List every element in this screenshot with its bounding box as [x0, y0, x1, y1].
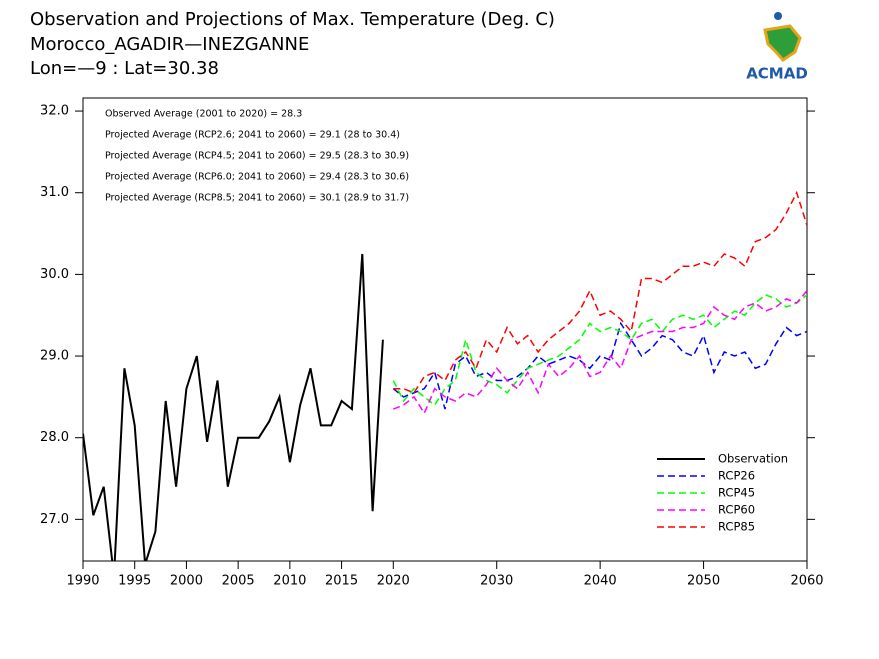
x-tick-label: 2020 — [377, 574, 410, 589]
x-tick-label: 2015 — [325, 574, 358, 589]
annotation: Projected Average (RCP4.5; 2041 to 2060)… — [105, 151, 409, 162]
y-tick-label: 30.0 — [40, 267, 69, 282]
plot-area — [83, 190, 807, 561]
chart-subtitle: Morocco_AGADIR—INEZGANNE — [30, 34, 309, 55]
x-tick-label: 1995 — [118, 574, 151, 589]
x-tick-label: 1990 — [66, 574, 99, 589]
x-tick-label: 2000 — [170, 574, 203, 589]
annotation: Projected Average (RCP8.5; 2041 to 2060)… — [105, 193, 409, 204]
y-tick-label: 27.0 — [40, 512, 69, 527]
logo-text: ACMAD — [746, 65, 808, 83]
series-line — [392, 293, 807, 407]
x-tick-label: 2040 — [584, 574, 617, 589]
legend-label: Observation — [718, 452, 788, 466]
x-tick-label: 2010 — [273, 574, 306, 589]
series-line — [392, 321, 807, 410]
annotation: Projected Average (RCP6.0; 2041 to 2060)… — [105, 172, 409, 183]
legend-label: RCP85 — [718, 520, 755, 534]
logo: ACMAD — [746, 12, 808, 83]
legend-label: RCP26 — [718, 469, 755, 483]
series-line — [393, 290, 807, 415]
x-tick-label: 2030 — [480, 574, 513, 589]
y-tick-label: 31.0 — [40, 185, 69, 200]
chart-subtitle: Lon=—9 : Lat=30.38 — [30, 58, 219, 79]
x-tick-label: 2005 — [222, 574, 255, 589]
annotation: Observed Average (2001 to 2020) = 28.3 — [105, 109, 302, 120]
series-line — [83, 253, 384, 561]
chart-title: Observation and Projections of Max. Temp… — [30, 9, 555, 30]
y-tick-label: 28.0 — [40, 430, 69, 445]
series-line — [393, 190, 807, 394]
y-tick-label: 29.0 — [40, 349, 69, 364]
plot-frame — [82, 97, 808, 562]
legend-label: RCP45 — [718, 486, 755, 500]
legend-label: RCP60 — [718, 503, 755, 517]
x-tick-label: 2060 — [790, 574, 823, 589]
y-tick-label: 32.0 — [40, 104, 69, 119]
annotation: Projected Average (RCP2.6; 2041 to 2060)… — [105, 130, 400, 141]
x-tick-label: 2050 — [687, 574, 720, 589]
